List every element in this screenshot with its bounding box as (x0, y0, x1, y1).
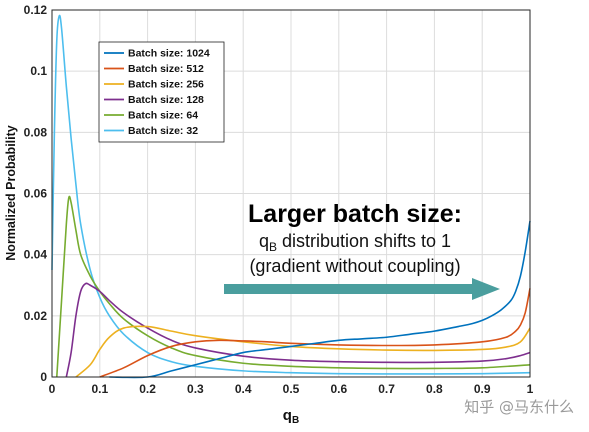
legend-entry: Batch size: 128 (128, 94, 204, 106)
y-tick-label: 0.02 (24, 309, 48, 323)
legend-entry: Batch size: 512 (128, 63, 204, 75)
x-tick-label: 0.2 (139, 382, 156, 396)
annotation: Larger batch size: qB distribution shift… (224, 200, 500, 300)
annotation-line-2: (gradient without coupling) (249, 256, 460, 276)
y-tick-label: 0.04 (24, 248, 48, 262)
series-lines (51, 14, 531, 379)
x-tick-label: 0 (49, 382, 56, 396)
series-line-1024 (109, 220, 531, 379)
annotation-title: Larger batch size: (248, 200, 462, 228)
watermark: 知乎 @马东什么 (464, 398, 574, 416)
legend-entry: Batch size: 1024 (128, 48, 210, 60)
legend: Batch size: 1024 Batch size: 512 Batch siz… (98, 41, 225, 143)
y-tick-label: 0.12 (24, 3, 48, 17)
x-tick-label: 1 (527, 382, 534, 396)
x-tick-label: 0.5 (283, 382, 300, 396)
legend-entry: Batch size: 64 (128, 110, 198, 122)
series-line-32 (51, 14, 531, 375)
y-tick-label: 0 (40, 370, 47, 384)
legend-entry: Batch size: 32 (128, 125, 198, 137)
series-line-64 (55, 195, 531, 378)
plot-frame (51, 9, 531, 378)
x-tick-label: 0.9 (474, 382, 491, 396)
x-tick-label: 0.3 (187, 382, 204, 396)
x-tick-label: 0.6 (330, 382, 347, 396)
y-tick-label: 0.08 (24, 125, 48, 139)
x-tick-label: 0.1 (91, 382, 108, 396)
legend-box (98, 41, 225, 143)
y-tick-label: 0.1 (30, 64, 47, 78)
series-line-256 (75, 325, 531, 378)
x-axis-label: qB (283, 407, 299, 426)
x-tick-label: 0.8 (426, 382, 443, 396)
legend-entry: Batch size: 256 (128, 79, 204, 91)
x-tick-labels: 0 0.1 0.2 0.3 0.4 0.5 0.6 0.7 0.8 0.9 1 (49, 382, 534, 396)
series-line-128 (65, 282, 531, 378)
y-tick-labels: 0 0.02 0.04 0.06 0.08 0.1 0.12 (24, 3, 48, 384)
y-axis-label: Normalized Probability (4, 125, 18, 260)
x-tick-label: 0.4 (235, 382, 252, 396)
x-tick-label: 0.7 (378, 382, 395, 396)
annotation-line-1: qB distribution shifts to 1 (259, 231, 451, 254)
annotation-arrow-head (472, 278, 500, 300)
annotation-arrow-shaft (224, 284, 474, 294)
y-tick-label: 0.06 (24, 187, 48, 201)
